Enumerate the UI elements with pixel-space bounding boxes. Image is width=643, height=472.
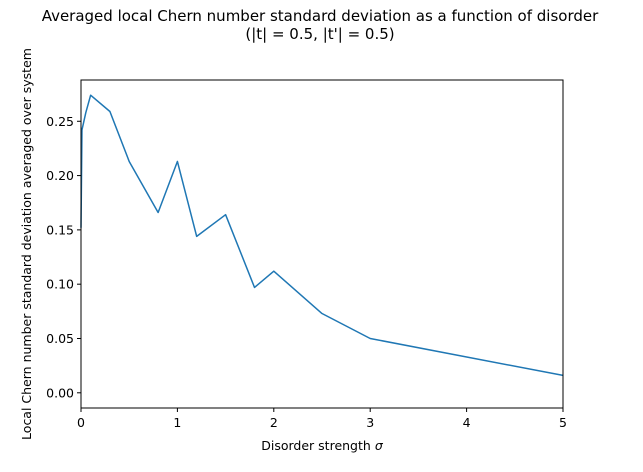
chart-subtitle: (|t| = 0.5, |t'| = 0.5) bbox=[245, 25, 394, 43]
y-tick-label: 0.20 bbox=[46, 168, 74, 183]
x-tick-label: 0 bbox=[77, 415, 85, 430]
y-axis-label: Local Chern number standard deviation av… bbox=[19, 48, 34, 440]
y-tick-label: 0.05 bbox=[46, 331, 74, 346]
x-axis-label-symbol: σ bbox=[375, 438, 384, 453]
x-axis-label: Disorder strength σ bbox=[261, 438, 384, 453]
y-tick-label: 0.15 bbox=[46, 222, 74, 237]
x-axis-ticks: 0 1 2 3 4 5 bbox=[77, 408, 567, 430]
x-tick-label: 4 bbox=[463, 415, 471, 430]
y-axis-ticks: 0.00 0.05 0.10 0.15 0.20 0.25 bbox=[46, 114, 81, 400]
chart-title: Averaged local Chern number standard dev… bbox=[42, 7, 599, 25]
x-tick-label: 2 bbox=[270, 415, 278, 430]
x-tick-label: 5 bbox=[559, 415, 567, 430]
y-tick-label: 0.25 bbox=[46, 114, 74, 129]
plot-area bbox=[80, 94, 564, 377]
x-tick-label: 1 bbox=[173, 415, 181, 430]
series-line-0 bbox=[80, 94, 564, 377]
y-tick-label: 0.00 bbox=[46, 385, 74, 400]
x-tick-label: 3 bbox=[366, 415, 374, 430]
y-tick-label: 0.10 bbox=[46, 277, 74, 292]
x-axis-label-text: Disorder strength bbox=[261, 438, 371, 453]
axes-frame bbox=[80, 79, 564, 409]
